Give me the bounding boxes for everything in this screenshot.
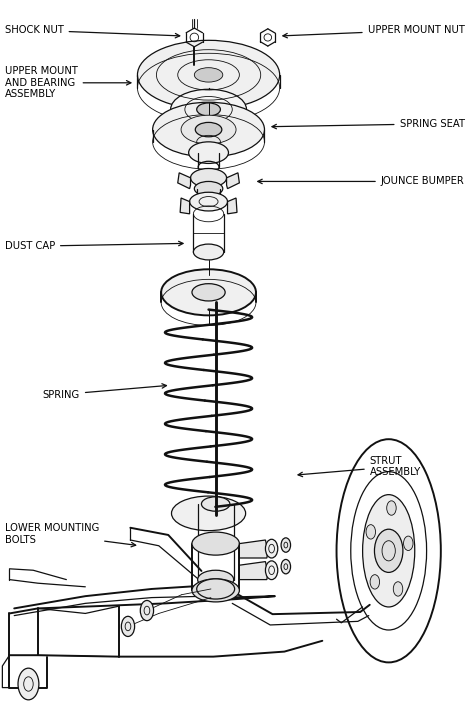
Ellipse shape: [181, 115, 236, 144]
Polygon shape: [228, 198, 237, 214]
Circle shape: [18, 668, 39, 700]
Circle shape: [403, 536, 413, 551]
Ellipse shape: [194, 68, 223, 82]
Text: UPPER MOUNT
AND BEARING
ASSEMBLY: UPPER MOUNT AND BEARING ASSEMBLY: [5, 66, 131, 99]
Text: SHOCK NUT: SHOCK NUT: [5, 25, 180, 38]
Text: JOUNCE BUMPER: JOUNCE BUMPER: [258, 176, 465, 186]
Ellipse shape: [195, 122, 222, 137]
Ellipse shape: [198, 570, 234, 589]
Polygon shape: [180, 198, 190, 214]
Circle shape: [281, 559, 291, 574]
Ellipse shape: [171, 89, 246, 130]
Circle shape: [140, 600, 154, 621]
Text: SPRING SEAT: SPRING SEAT: [272, 119, 465, 129]
Text: LOWER MOUNTING
BOLTS: LOWER MOUNTING BOLTS: [5, 523, 136, 547]
Circle shape: [265, 539, 278, 558]
Ellipse shape: [190, 192, 228, 211]
Ellipse shape: [192, 532, 239, 555]
Circle shape: [387, 501, 396, 516]
Ellipse shape: [197, 579, 235, 599]
Circle shape: [121, 616, 135, 636]
Ellipse shape: [191, 168, 227, 187]
Polygon shape: [227, 173, 239, 189]
Text: STRUT
ASSEMBLY: STRUT ASSEMBLY: [298, 456, 421, 477]
Polygon shape: [239, 562, 268, 580]
Text: DUST CAP: DUST CAP: [5, 241, 183, 251]
Text: UPPER MOUNT NUT: UPPER MOUNT NUT: [283, 25, 465, 38]
Circle shape: [370, 575, 380, 589]
Ellipse shape: [197, 103, 220, 116]
Circle shape: [265, 561, 278, 580]
Ellipse shape: [193, 244, 224, 260]
Polygon shape: [178, 173, 191, 189]
Ellipse shape: [137, 40, 280, 109]
Text: SPRING: SPRING: [43, 384, 166, 400]
Circle shape: [366, 525, 375, 539]
Ellipse shape: [201, 497, 230, 511]
Ellipse shape: [363, 495, 415, 607]
Ellipse shape: [161, 269, 256, 315]
Ellipse shape: [194, 181, 223, 196]
Circle shape: [393, 582, 403, 596]
Ellipse shape: [153, 102, 264, 157]
Ellipse shape: [192, 284, 225, 301]
Ellipse shape: [172, 496, 246, 531]
Ellipse shape: [192, 579, 239, 602]
Ellipse shape: [189, 142, 228, 163]
Circle shape: [281, 538, 291, 552]
Circle shape: [374, 529, 403, 572]
Polygon shape: [239, 540, 268, 558]
